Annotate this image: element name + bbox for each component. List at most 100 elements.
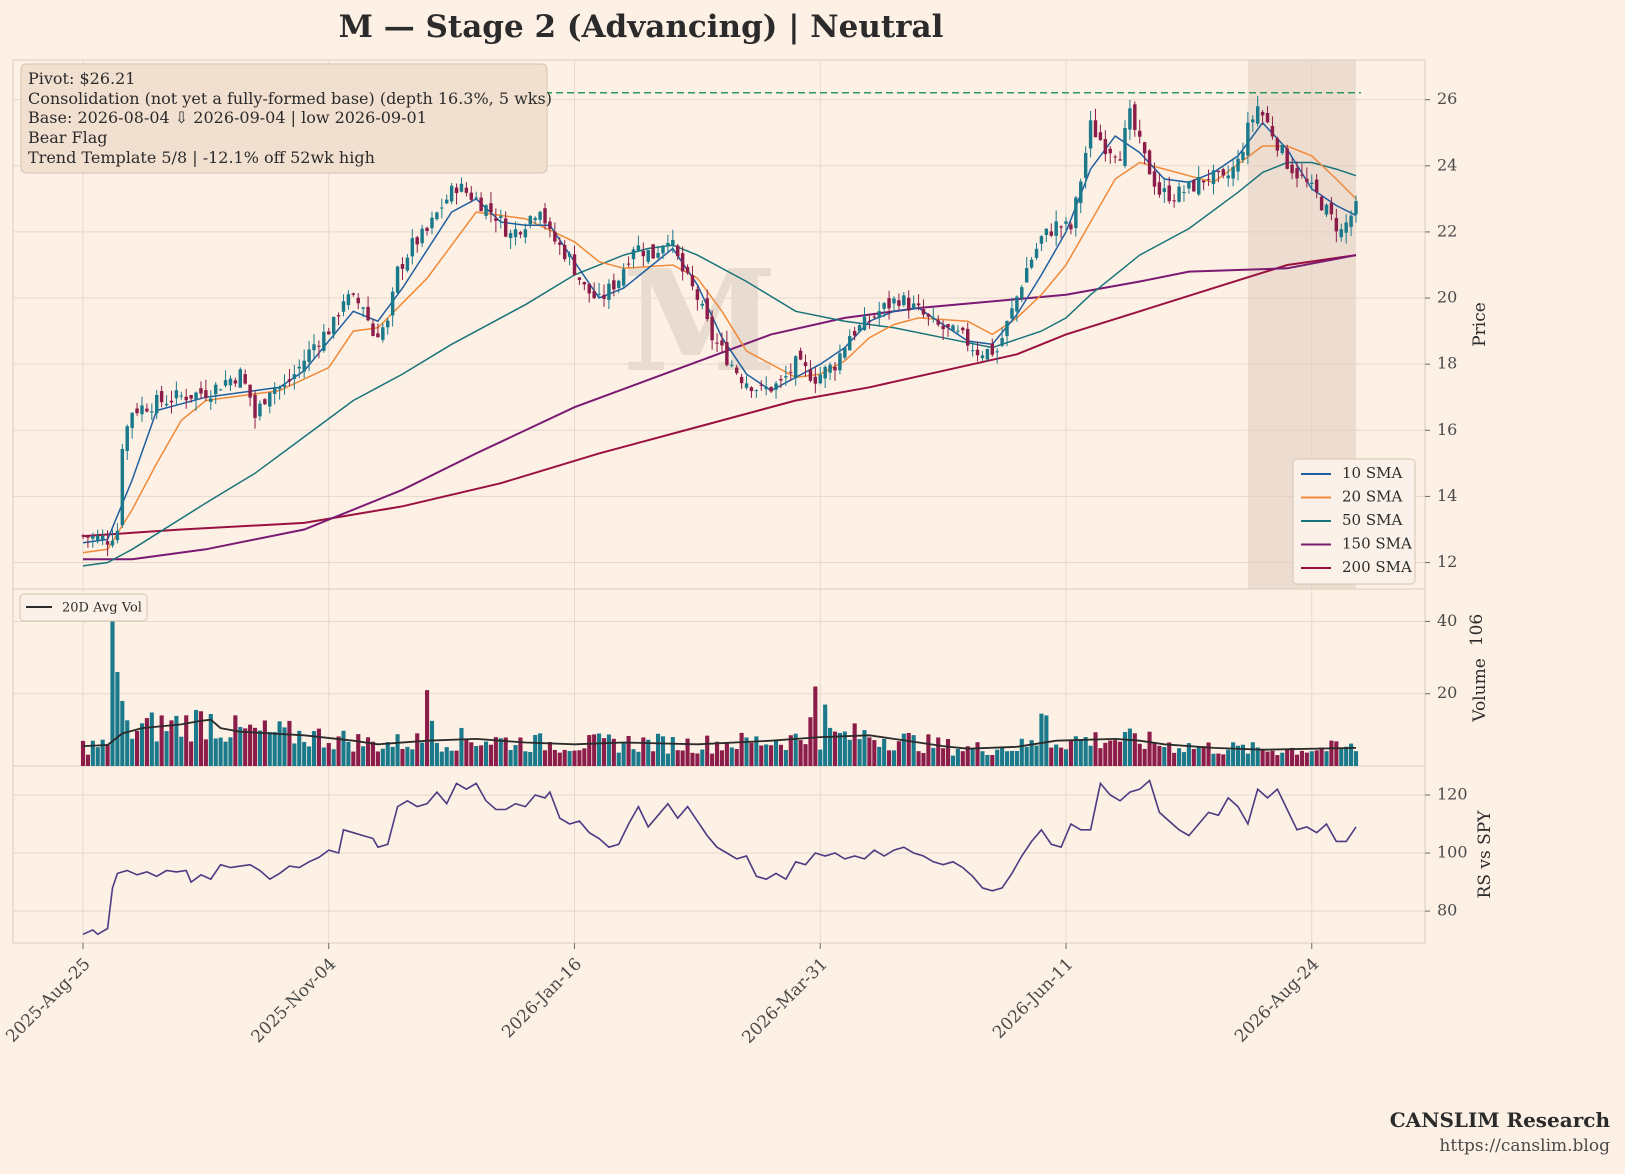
candle-body: [1255, 106, 1260, 124]
candle-body: [322, 331, 326, 351]
candle-body: [1260, 111, 1265, 116]
volume-bar: [1009, 750, 1015, 766]
volume-bar: [1191, 749, 1196, 766]
volume-bar: [238, 726, 243, 766]
candle-body: [1083, 152, 1088, 178]
volume-bar: [1132, 733, 1137, 766]
info-line-base: Base: 2026-08-04 ⇩ 2026-09-04 | low 2026…: [28, 108, 427, 127]
candle-body: [1295, 168, 1299, 179]
candle-body: [105, 541, 110, 545]
volume-bar: [95, 747, 100, 766]
volume-bar: [891, 750, 897, 766]
volume-bar: [1235, 745, 1241, 766]
candle-body: [1290, 164, 1294, 174]
volume-bar: [464, 738, 469, 766]
candle-body: [833, 366, 837, 371]
candle-body: [1246, 122, 1250, 156]
sma-legend-label: 10 SMA: [1342, 464, 1402, 482]
volume-bar: [660, 736, 666, 766]
volume-bar: [307, 746, 312, 766]
candle-body: [990, 343, 995, 355]
volume-bar: [552, 749, 557, 766]
candle-body: [1054, 221, 1058, 236]
candle-body: [582, 281, 587, 285]
volume-bar: [769, 745, 774, 766]
volume-bar: [1250, 742, 1255, 766]
volume-bar: [110, 607, 115, 766]
volume-bar: [1044, 715, 1049, 766]
candle-body: [1024, 268, 1029, 283]
volume-bar: [366, 737, 371, 766]
volume-bar: [223, 741, 228, 766]
volume-bar: [1172, 752, 1177, 766]
candle-body: [474, 197, 478, 199]
candle-body: [199, 388, 203, 394]
candle-body: [1187, 181, 1191, 189]
volume-bar: [508, 750, 513, 766]
volume-bar: [331, 749, 336, 766]
candle-body: [602, 294, 606, 299]
candle-body: [1206, 178, 1211, 180]
volume-bar: [189, 741, 194, 766]
volume-bar: [606, 734, 611, 766]
footer-brand: CANSLIM Research: [1390, 1108, 1611, 1132]
volume-bar: [1122, 732, 1128, 766]
volume-bar: [877, 746, 882, 766]
volume-bar: [233, 715, 238, 766]
volume-bar: [302, 741, 307, 766]
rs-layer: [82, 779, 1357, 936]
candle-body: [135, 408, 139, 414]
candle-body: [843, 347, 847, 358]
volume-bar: [1029, 740, 1034, 766]
candle-body: [174, 390, 179, 399]
x-tick-label: 2026-Aug-24: [1231, 954, 1323, 1046]
price-ytick-label: 12: [1437, 552, 1457, 571]
volume-bar: [773, 740, 779, 766]
candle-body: [503, 218, 508, 237]
candle-body: [263, 399, 267, 405]
volume-bar: [828, 727, 833, 766]
volume-bar: [601, 738, 607, 766]
candle-body: [405, 257, 410, 271]
candle-body: [120, 448, 125, 526]
volume-bar: [292, 743, 297, 766]
volume-bar: [154, 741, 159, 766]
volume-bar: [1299, 750, 1304, 766]
candle-body: [956, 330, 960, 332]
volume-bar: [1285, 748, 1290, 766]
candle-body: [307, 349, 311, 363]
info-box: Pivot: $26.21 Consolidation (not yet a f…: [20, 63, 552, 174]
volume-bar: [169, 720, 174, 766]
candle-body: [1275, 138, 1280, 151]
volume-bar: [130, 738, 135, 766]
volume-bar: [243, 728, 248, 766]
volume-bar: [744, 737, 749, 766]
x-tick-label: 2025-Nov-04: [248, 954, 341, 1047]
volume-bar: [159, 715, 164, 766]
volume-bar: [213, 738, 218, 766]
price-ytick-label: 26: [1437, 89, 1457, 108]
volume-bar: [670, 737, 675, 766]
volume-bar: [577, 750, 582, 766]
volume-bar: [680, 750, 685, 766]
volume-bar: [896, 741, 901, 766]
candle-body: [607, 283, 611, 300]
volume-bar: [705, 735, 710, 766]
volume-bar: [528, 751, 533, 766]
volume-bar: [1275, 755, 1280, 766]
candle-body: [592, 291, 596, 299]
volume-bar: [1329, 740, 1334, 766]
volume-bar: [1162, 746, 1167, 766]
candle-body: [272, 388, 277, 394]
volume-bar: [1226, 749, 1231, 766]
volume-bar: [1034, 745, 1039, 766]
candle-body: [651, 244, 655, 259]
candle-body: [951, 325, 955, 331]
chart-title: M — Stage 2 (Advancing) | Neutral: [339, 9, 944, 45]
volume-bar: [1147, 731, 1152, 766]
candle-body: [1334, 217, 1339, 232]
volume-bar: [911, 735, 916, 766]
volume-bar: [1014, 751, 1019, 766]
volume-bar: [218, 737, 223, 766]
volume-bar: [479, 745, 484, 766]
